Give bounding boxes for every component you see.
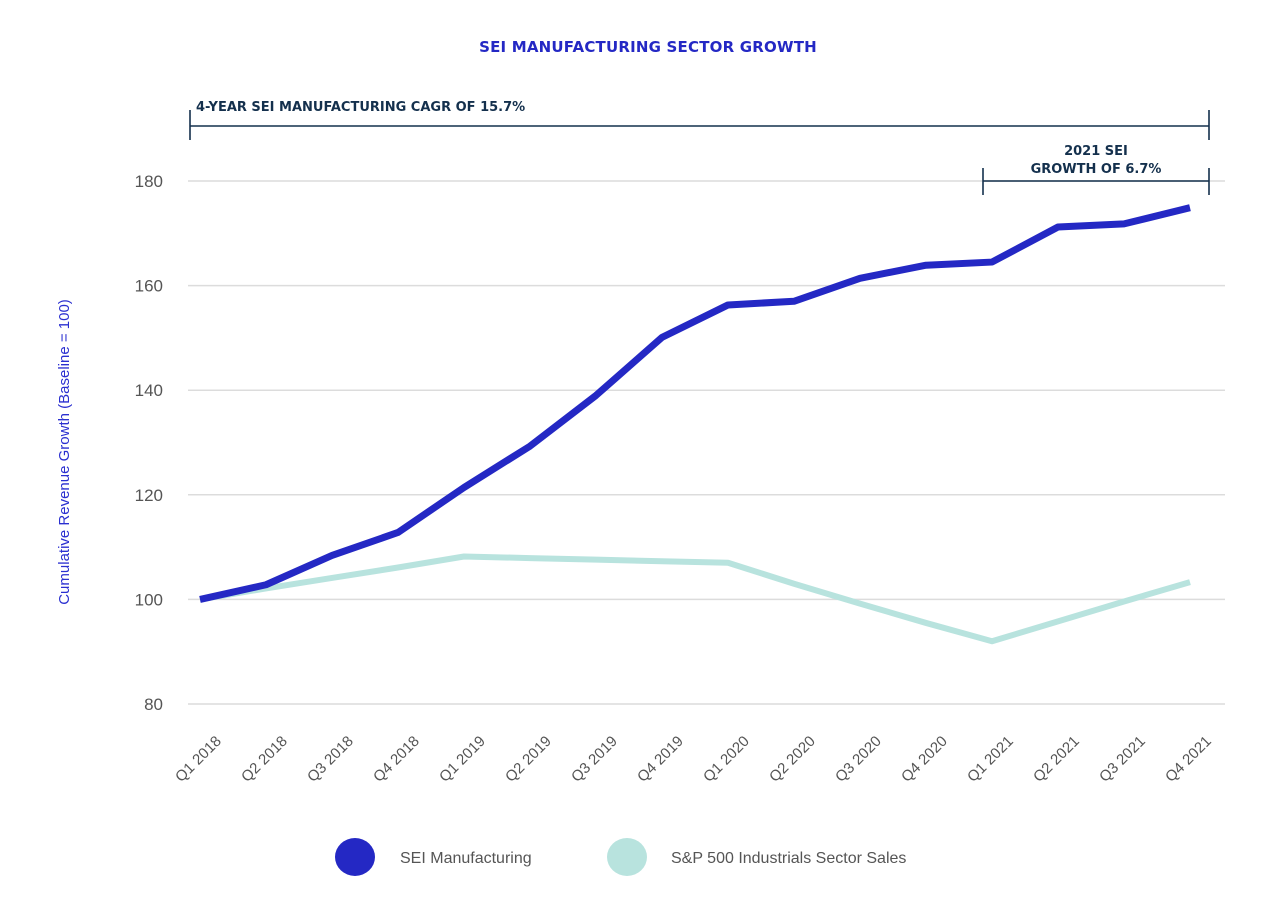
series [199, 204, 1191, 645]
x-tick-label: Q2 2021 [1030, 733, 1083, 786]
legend: SEI Manufacturing S&P 500 Industrials Se… [335, 838, 906, 876]
y-tick-label: 80 [144, 695, 163, 714]
y-tick-label: 140 [135, 381, 163, 400]
growth-annotation-label-line1: 2021 SEI [1064, 144, 1128, 159]
series-line-sei-manufacturing [199, 204, 1191, 603]
x-axis-ticks: Q1 2018 Q2 2018 Q3 2018 Q4 2018 Q1 2019 Q2 20… [172, 733, 1215, 786]
legend-swatch-sp500-industrials [607, 838, 647, 876]
legend-label-sp500-industrials: S&P 500 Industrials Sector Sales [671, 850, 906, 867]
x-tick-label: Q3 2019 [568, 733, 621, 786]
x-tick-label: Q4 2021 [1162, 733, 1215, 786]
growth-annotation-label-line2: GROWTH OF 6.7% [1031, 162, 1162, 177]
y-axis-ticks: 80 100 120 140 160 180 [135, 172, 163, 714]
x-tick-label: Q3 2021 [1096, 733, 1149, 786]
y-axis-label: Cumulative Revenue Growth (Baseline = 10… [56, 299, 73, 605]
x-tick-label: Q2 2019 [502, 733, 555, 786]
y-tick-label: 100 [135, 590, 163, 609]
x-tick-label: Q3 2018 [304, 733, 357, 786]
y-tick-label: 120 [135, 486, 163, 505]
x-tick-label: Q2 2018 [238, 733, 291, 786]
x-tick-label: Q2 2020 [766, 733, 819, 786]
x-tick-label: Q1 2018 [172, 733, 225, 786]
y-tick-label: 160 [135, 277, 163, 296]
x-tick-label: Q3 2020 [832, 733, 885, 786]
chart-title: SEI MANUFACTURING SECTOR GROWTH [479, 38, 817, 56]
x-tick-label: Q4 2018 [370, 733, 423, 786]
series-line-sp500-industrials [199, 553, 1191, 645]
y-tick-label: 180 [135, 172, 163, 191]
x-tick-label: Q1 2020 [700, 733, 753, 786]
legend-label-sei-manufacturing: SEI Manufacturing [400, 850, 532, 867]
legend-swatch-sei-manufacturing [335, 838, 375, 876]
annotations: 4-YEAR SEI MANUFACTURING CAGR OF 15.7% 2… [189, 100, 1210, 195]
x-tick-label: Q1 2021 [964, 733, 1017, 786]
cagr-annotation-label: 4-YEAR SEI MANUFACTURING CAGR OF 15.7% [196, 100, 525, 115]
gridlines [188, 180, 1225, 705]
x-tick-label: Q1 2019 [436, 733, 489, 786]
x-tick-label: Q4 2020 [898, 733, 951, 786]
x-tick-label: Q4 2019 [634, 733, 687, 786]
